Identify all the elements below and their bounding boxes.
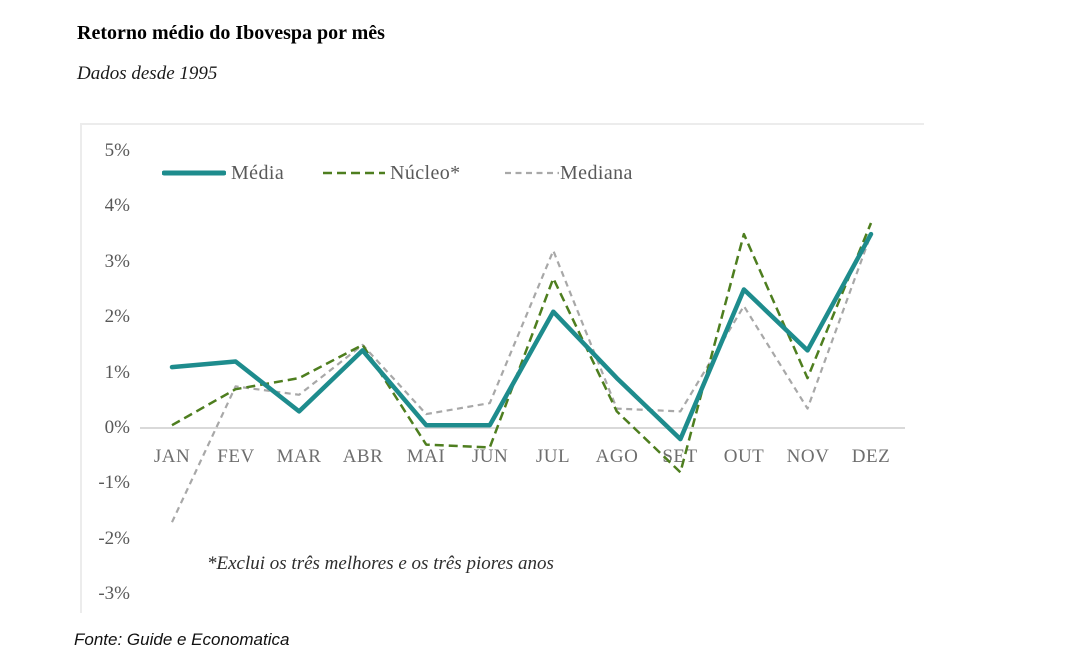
x-label: DEZ — [851, 446, 891, 467]
y-tick: -3% — [98, 583, 130, 604]
plot-area-border — [80, 123, 924, 613]
y-tick: 4% — [104, 195, 130, 216]
nucleo-legend-swatch — [323, 171, 385, 175]
chart-footnote: *Exclui os três melhores e os três piore… — [207, 553, 554, 574]
mediana-legend-swatch — [505, 171, 559, 175]
y-tick: -1% — [98, 472, 130, 493]
y-tick: 5% — [104, 140, 130, 161]
zero-gridline — [140, 427, 905, 429]
y-tick: 0% — [104, 417, 130, 438]
legend-label-nucleo: Núcleo* — [390, 162, 461, 184]
media-legend-swatch — [162, 170, 226, 176]
legend-label-mediana: Mediana — [560, 162, 633, 184]
y-tick: 2% — [104, 306, 130, 327]
y-tick: -2% — [98, 528, 130, 549]
chart-subtitle: Dados desde 1995 — [77, 63, 218, 84]
chart-title: Retorno médio do Ibovespa por mês — [77, 22, 385, 44]
legend-label-media: Média — [231, 162, 285, 184]
source-text: Fonte: Guide e Economatica — [74, 630, 290, 649]
y-tick: 1% — [104, 362, 130, 383]
y-tick: 3% — [104, 251, 130, 272]
